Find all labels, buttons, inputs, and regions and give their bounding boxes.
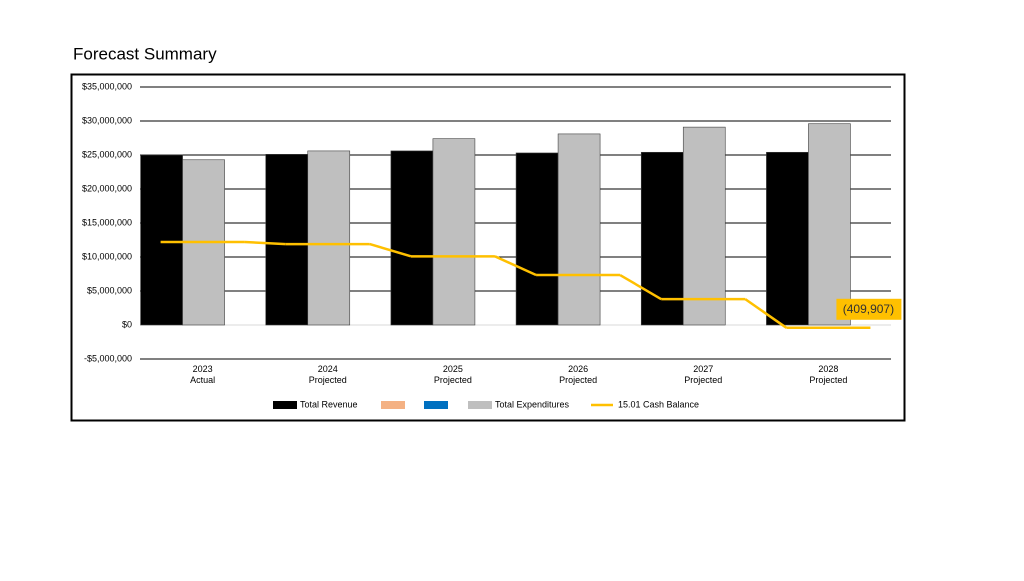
x-tick-label: 2026 Projected [559, 364, 597, 385]
x-tick-line: 2025 [443, 364, 463, 374]
y-tick-label: $25,000,000 [82, 149, 132, 159]
x-tick-line: 2026 [568, 364, 588, 374]
y-tick-label: -$5,000,000 [84, 353, 132, 363]
x-tick-label: 2024 Projected [309, 364, 347, 385]
legend-label: Total Revenue [300, 399, 358, 409]
bar [682, 126, 726, 326]
x-tick-label: 2023 Actual [190, 364, 215, 385]
y-tick-label: $5,000,000 [87, 285, 132, 295]
x-tick-label: 2027 Projected [684, 364, 722, 385]
y-tick-label: $15,000,000 [82, 217, 132, 227]
legend-label: Total Expenditures [495, 399, 570, 409]
y-tick-label: $0 [122, 319, 132, 329]
bar [640, 151, 684, 326]
line-connector [244, 240, 286, 246]
x-tick-line: Actual [190, 375, 215, 385]
x-tick-label: 2028 Projected [809, 364, 847, 385]
data-label: (409,907) [843, 302, 894, 316]
bar [808, 123, 851, 326]
x-tick-line: 2027 [693, 364, 713, 374]
legend-swatch [381, 401, 405, 409]
x-tick-line: Projected [559, 375, 597, 385]
legend-swatch [468, 401, 492, 409]
line-connector [619, 273, 662, 301]
bar [140, 154, 183, 326]
legend-swatch [273, 401, 297, 409]
x-tick-line: Projected [434, 375, 472, 385]
line-connector [744, 298, 788, 329]
x-tick-line: Projected [809, 375, 847, 385]
y-tick-label: $10,000,000 [82, 251, 132, 261]
bar [557, 133, 601, 326]
y-tick-label: $35,000,000 [82, 81, 132, 91]
x-tick-line: Projected [309, 375, 347, 385]
bar [265, 154, 309, 326]
bar [390, 150, 434, 326]
bar [307, 150, 351, 326]
bar [766, 151, 809, 326]
legend-swatch [424, 401, 448, 409]
y-tick-label: $30,000,000 [82, 115, 132, 125]
x-tick-line: 2028 [818, 364, 838, 374]
x-tick-line: 2024 [318, 364, 338, 374]
chart-title: Forecast Summary [73, 44, 217, 63]
x-tick-line: 2023 [193, 364, 213, 374]
line-connector [369, 242, 412, 258]
y-tick-label: $20,000,000 [82, 183, 132, 193]
line-connector [494, 255, 537, 277]
bar [432, 138, 476, 326]
x-tick-label: 2025 Projected [434, 364, 472, 385]
data-label-box [836, 298, 902, 320]
bar [515, 152, 559, 326]
x-tick-line: Projected [684, 375, 722, 385]
legend-label: 15.01 Cash Balance [618, 399, 699, 409]
